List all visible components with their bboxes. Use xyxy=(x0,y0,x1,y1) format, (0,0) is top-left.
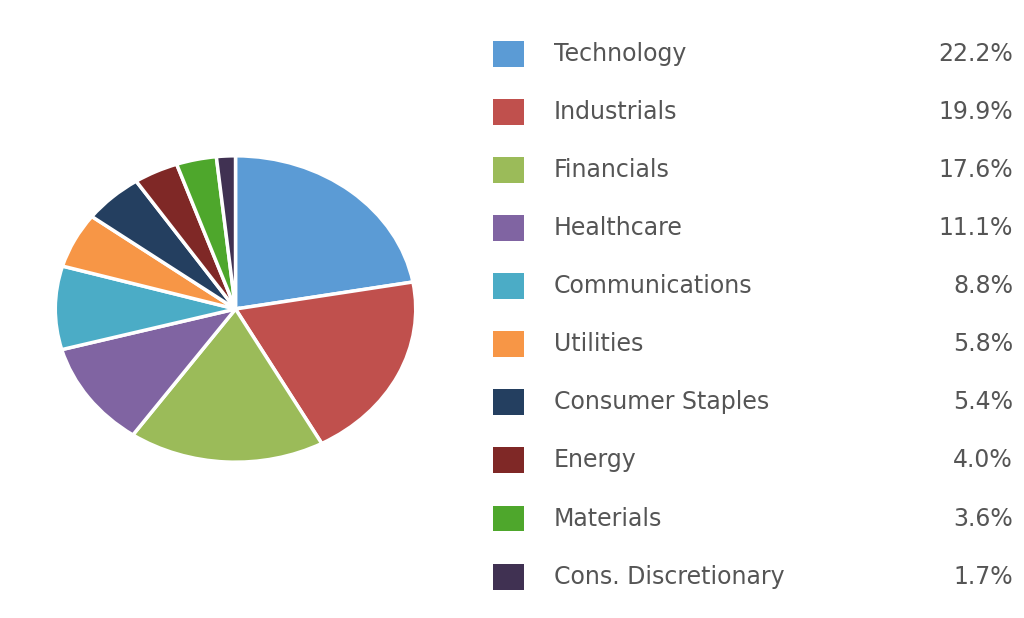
FancyBboxPatch shape xyxy=(494,215,523,241)
Wedge shape xyxy=(136,164,236,309)
Text: Technology: Technology xyxy=(554,42,686,66)
FancyBboxPatch shape xyxy=(494,41,523,67)
FancyBboxPatch shape xyxy=(494,157,523,183)
Text: Energy: Energy xyxy=(554,449,637,472)
Text: Utilities: Utilities xyxy=(554,332,643,356)
Wedge shape xyxy=(61,309,236,435)
Wedge shape xyxy=(55,266,236,350)
Text: Consumer Staples: Consumer Staples xyxy=(554,391,769,414)
Text: Materials: Materials xyxy=(554,507,663,530)
Text: 17.6%: 17.6% xyxy=(938,158,1013,182)
FancyBboxPatch shape xyxy=(494,273,523,299)
FancyBboxPatch shape xyxy=(494,447,523,473)
Wedge shape xyxy=(236,282,416,444)
Wedge shape xyxy=(236,156,413,309)
Wedge shape xyxy=(177,157,236,309)
Text: Communications: Communications xyxy=(554,274,753,298)
Text: 11.1%: 11.1% xyxy=(939,216,1013,240)
Text: Healthcare: Healthcare xyxy=(554,216,683,240)
Text: 4.0%: 4.0% xyxy=(953,449,1013,472)
Text: 3.6%: 3.6% xyxy=(953,507,1013,530)
FancyBboxPatch shape xyxy=(494,389,523,415)
FancyBboxPatch shape xyxy=(494,331,523,357)
Wedge shape xyxy=(92,181,236,309)
Text: 8.8%: 8.8% xyxy=(953,274,1013,298)
Text: Industrials: Industrials xyxy=(554,100,678,124)
Wedge shape xyxy=(216,156,236,309)
Wedge shape xyxy=(62,216,236,309)
Text: Cons. Discretionary: Cons. Discretionary xyxy=(554,565,784,588)
Text: Financials: Financials xyxy=(554,158,670,182)
FancyBboxPatch shape xyxy=(494,506,523,531)
Text: 22.2%: 22.2% xyxy=(938,42,1013,66)
Text: 1.7%: 1.7% xyxy=(953,565,1013,588)
FancyBboxPatch shape xyxy=(494,564,523,590)
FancyBboxPatch shape xyxy=(494,99,523,125)
Text: 5.4%: 5.4% xyxy=(953,391,1013,414)
Text: 5.8%: 5.8% xyxy=(952,332,1013,356)
Wedge shape xyxy=(133,309,322,462)
Text: 19.9%: 19.9% xyxy=(938,100,1013,124)
